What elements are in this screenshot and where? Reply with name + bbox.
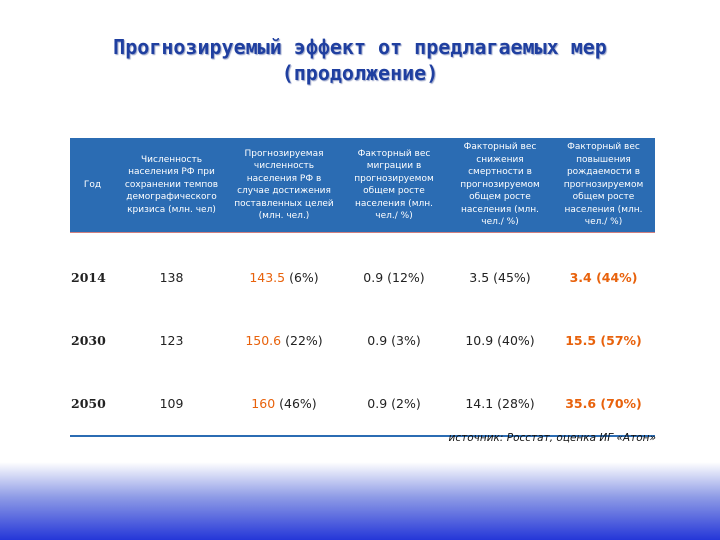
footer-band [0, 462, 720, 540]
cell-share: (46%) [279, 396, 317, 411]
title: Прогнозируемый эффект от предлагаемых ме… [0, 34, 720, 86]
table-cell: 3.4 (44%) [569, 270, 638, 285]
column-header: Год [70, 138, 115, 233]
header-row: Год Численность населения РФ при сохранен… [70, 138, 655, 233]
spacer [115, 232, 228, 246]
table-cell: 10.9 (40%) [465, 333, 535, 348]
spacer [552, 232, 655, 246]
table-cell: 14.1 (28%) [448, 372, 552, 437]
table-cell: 0.9 (3%) [367, 333, 421, 348]
table-cell: 160 (46%) [228, 372, 340, 437]
cell-value: 150.6 [245, 333, 282, 348]
table-cell: 109 [115, 372, 228, 437]
table-row: 2030 123 150.6 (22%) 0.9 (3%) 10.9 (40%) 15.5… [70, 309, 655, 372]
column-header: Факторный вес миграции в прогнозируемом … [340, 138, 448, 233]
column-header: Факторный вес снижения смертности в прог… [448, 138, 552, 233]
spacer [448, 232, 552, 246]
separator-row [70, 232, 655, 246]
title-line: (продолжение) [281, 61, 439, 85]
table-cell: 2030 [71, 333, 106, 348]
cell-value: 160 [251, 396, 276, 411]
cell-value: 143.5 [249, 270, 286, 285]
table-cell: 2014 [71, 270, 106, 285]
title-line: Прогнозируемый эффект от предлагаемых ме… [113, 35, 607, 59]
cell-share: (6%) [289, 270, 319, 285]
table-cell: 123 [159, 333, 184, 348]
table-cell: 143.5 (6%) [228, 246, 340, 309]
table-cell: 35.6 (70%) [552, 372, 655, 437]
spacer [228, 232, 340, 246]
column-header: Факторный вес повышения рождаемости в пр… [552, 138, 655, 233]
table-cell: 3.5 (45%) [469, 270, 531, 285]
source: источник: Росстат, оценка ИГ «Атон» [448, 432, 657, 444]
table-cell: 138 [159, 270, 184, 285]
table: Год Численность населения РФ при сохранен… [70, 138, 655, 437]
cell-share: (22%) [285, 333, 323, 348]
table-row: 2050 109 160 (46%) 0.9 (2%) 14.1 (28%) 35.6 (… [70, 372, 655, 437]
column-header: Численность населения РФ при сохранении … [115, 138, 228, 233]
table-cell: 0.9 (12%) [363, 270, 425, 285]
table-cell: 150.6 (22%) [228, 309, 340, 372]
table-row: 2014 138 143.5 (6%) 0.9 (12%) 3.5 (45%) 3.4 (… [70, 246, 655, 309]
spacer [340, 232, 448, 246]
table-cell: 2050 [70, 372, 115, 437]
table-cell: 0.9 (2%) [340, 372, 448, 437]
spacer [70, 232, 115, 246]
table-cell: 15.5 (57%) [565, 333, 642, 348]
column-header: Прогнозируемая численность населения РФ … [228, 138, 340, 233]
